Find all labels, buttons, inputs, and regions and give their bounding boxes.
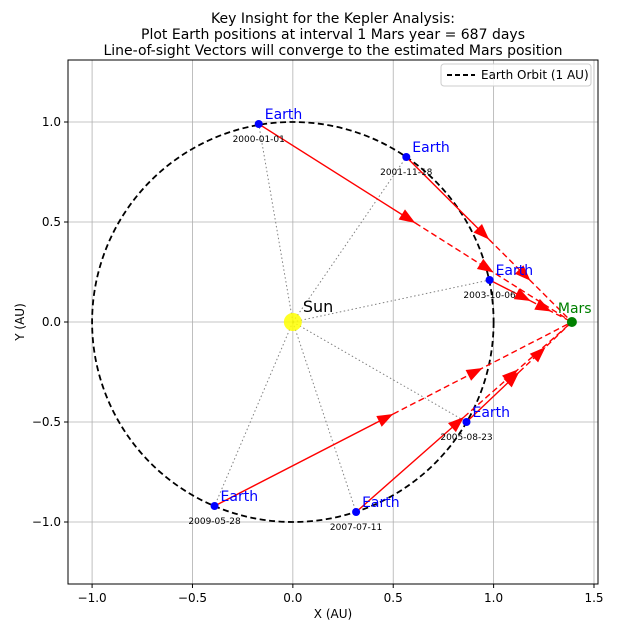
earth-label: Earth (221, 489, 259, 505)
y-axis-label: Y (AU) (13, 303, 27, 342)
sun-earth-spoke (258, 123, 294, 323)
earth-orbit-circle (91, 121, 495, 523)
sun-marker (283, 313, 302, 331)
point-labels: Sun Mars Earth 2000-01-01 Earth 2001-11-18 Ear… (188, 107, 591, 533)
line-of-sight-arrowhead (398, 209, 416, 223)
x-axis-label: X (AU) (314, 607, 352, 621)
sun-earth-spoke (292, 321, 357, 513)
line-of-sight-extension (392, 321, 573, 415)
line-of-sight-arrowhead (534, 298, 552, 312)
earth-position-marker (254, 120, 263, 128)
legend-box (440, 63, 592, 87)
earth-position-marker (485, 276, 494, 284)
line-of-sight-arrowhead (514, 265, 531, 281)
y-tick-label: −1.0 (32, 515, 61, 529)
earth-label: Earth (473, 405, 511, 421)
x-tick-label: −0.5 (178, 591, 207, 605)
grid-lines (68, 60, 598, 584)
earth-label: Earth (496, 263, 534, 279)
y-tick-label: 0.0 (42, 315, 61, 329)
earth-date-label: 2005-08-23 (440, 433, 492, 443)
earth-date-label: 2007-07-11 (330, 523, 382, 533)
x-tick-label: 0.5 (384, 591, 403, 605)
earth-date-label: 2003-10-06 (463, 291, 516, 301)
earth-date-label: 2009-05-28 (188, 517, 241, 527)
sun-earth-spoke (292, 156, 407, 323)
chart-title-line-2: Plot Earth positions at interval 1 Mars … (141, 27, 525, 43)
earth-position-marker (402, 153, 411, 161)
sun-earth-spoke (214, 321, 294, 507)
earth-position-marker (462, 418, 471, 426)
line-of-sight-vector (405, 156, 490, 240)
x-tick-label: 0.0 (283, 591, 302, 605)
earth-label: Earth (265, 107, 303, 123)
sun-earth-spoke (292, 321, 467, 423)
line-of-sight-arrowhead (513, 288, 531, 301)
plot-content (91, 120, 577, 523)
line-of-sight-vector (355, 416, 465, 513)
earth-position-marker (352, 508, 361, 516)
earth-date-label: 2001-11-18 (380, 168, 433, 178)
x-tick-label: 1.5 (584, 591, 603, 605)
line-of-sight-extension (518, 321, 573, 373)
line-of-sight-arrowhead (502, 369, 518, 385)
y-tick-label: −0.5 (32, 415, 61, 429)
sun-earth-spoke (292, 279, 490, 323)
legend-entry-earth-orbit: Earth Orbit (1 AU) (481, 68, 589, 82)
chart-title-line-3: Line-of-sight Vectors will converge to t… (103, 43, 562, 59)
earth-date-label: 2000-01-01 (233, 135, 285, 145)
line-of-sight-extension (463, 321, 573, 418)
line-of-sight-arrowhead (376, 414, 394, 427)
earth-label: Earth (412, 140, 450, 156)
line-of-sight-vector (258, 123, 416, 224)
line-of-sight-extension (488, 239, 573, 323)
mars-marker (566, 317, 577, 327)
chart-title-line-1: Key Insight for the Kepler Analysis: (211, 11, 455, 27)
line-of-sight-arrowhead (465, 368, 483, 381)
x-tick-label: 1.0 (484, 591, 503, 605)
y-tick-label: 0.5 (42, 215, 61, 229)
mars-label: Mars (558, 301, 592, 317)
x-tick-label: −1.0 (78, 591, 107, 605)
legend: Earth Orbit (1 AU) (440, 63, 592, 87)
line-of-sight-arrowhead (529, 347, 546, 363)
earth-position-marker (210, 502, 219, 510)
line-of-sight-vector (214, 413, 394, 507)
line-of-sight-arrowhead (473, 224, 490, 240)
line-of-sight-arrowhead (476, 258, 494, 273)
axis-ticks: −1.0 −0.5 0.0 0.5 1.0 1.5 −1.0 −0.5 0.0 0.5 1.0 (32, 115, 604, 605)
y-tick-label: 1.0 (42, 115, 61, 129)
line-of-sight-arrowhead (448, 417, 464, 433)
line-of-sight-extension (530, 300, 573, 323)
earth-label: Earth (362, 495, 400, 511)
sun-label: Sun (303, 297, 333, 316)
